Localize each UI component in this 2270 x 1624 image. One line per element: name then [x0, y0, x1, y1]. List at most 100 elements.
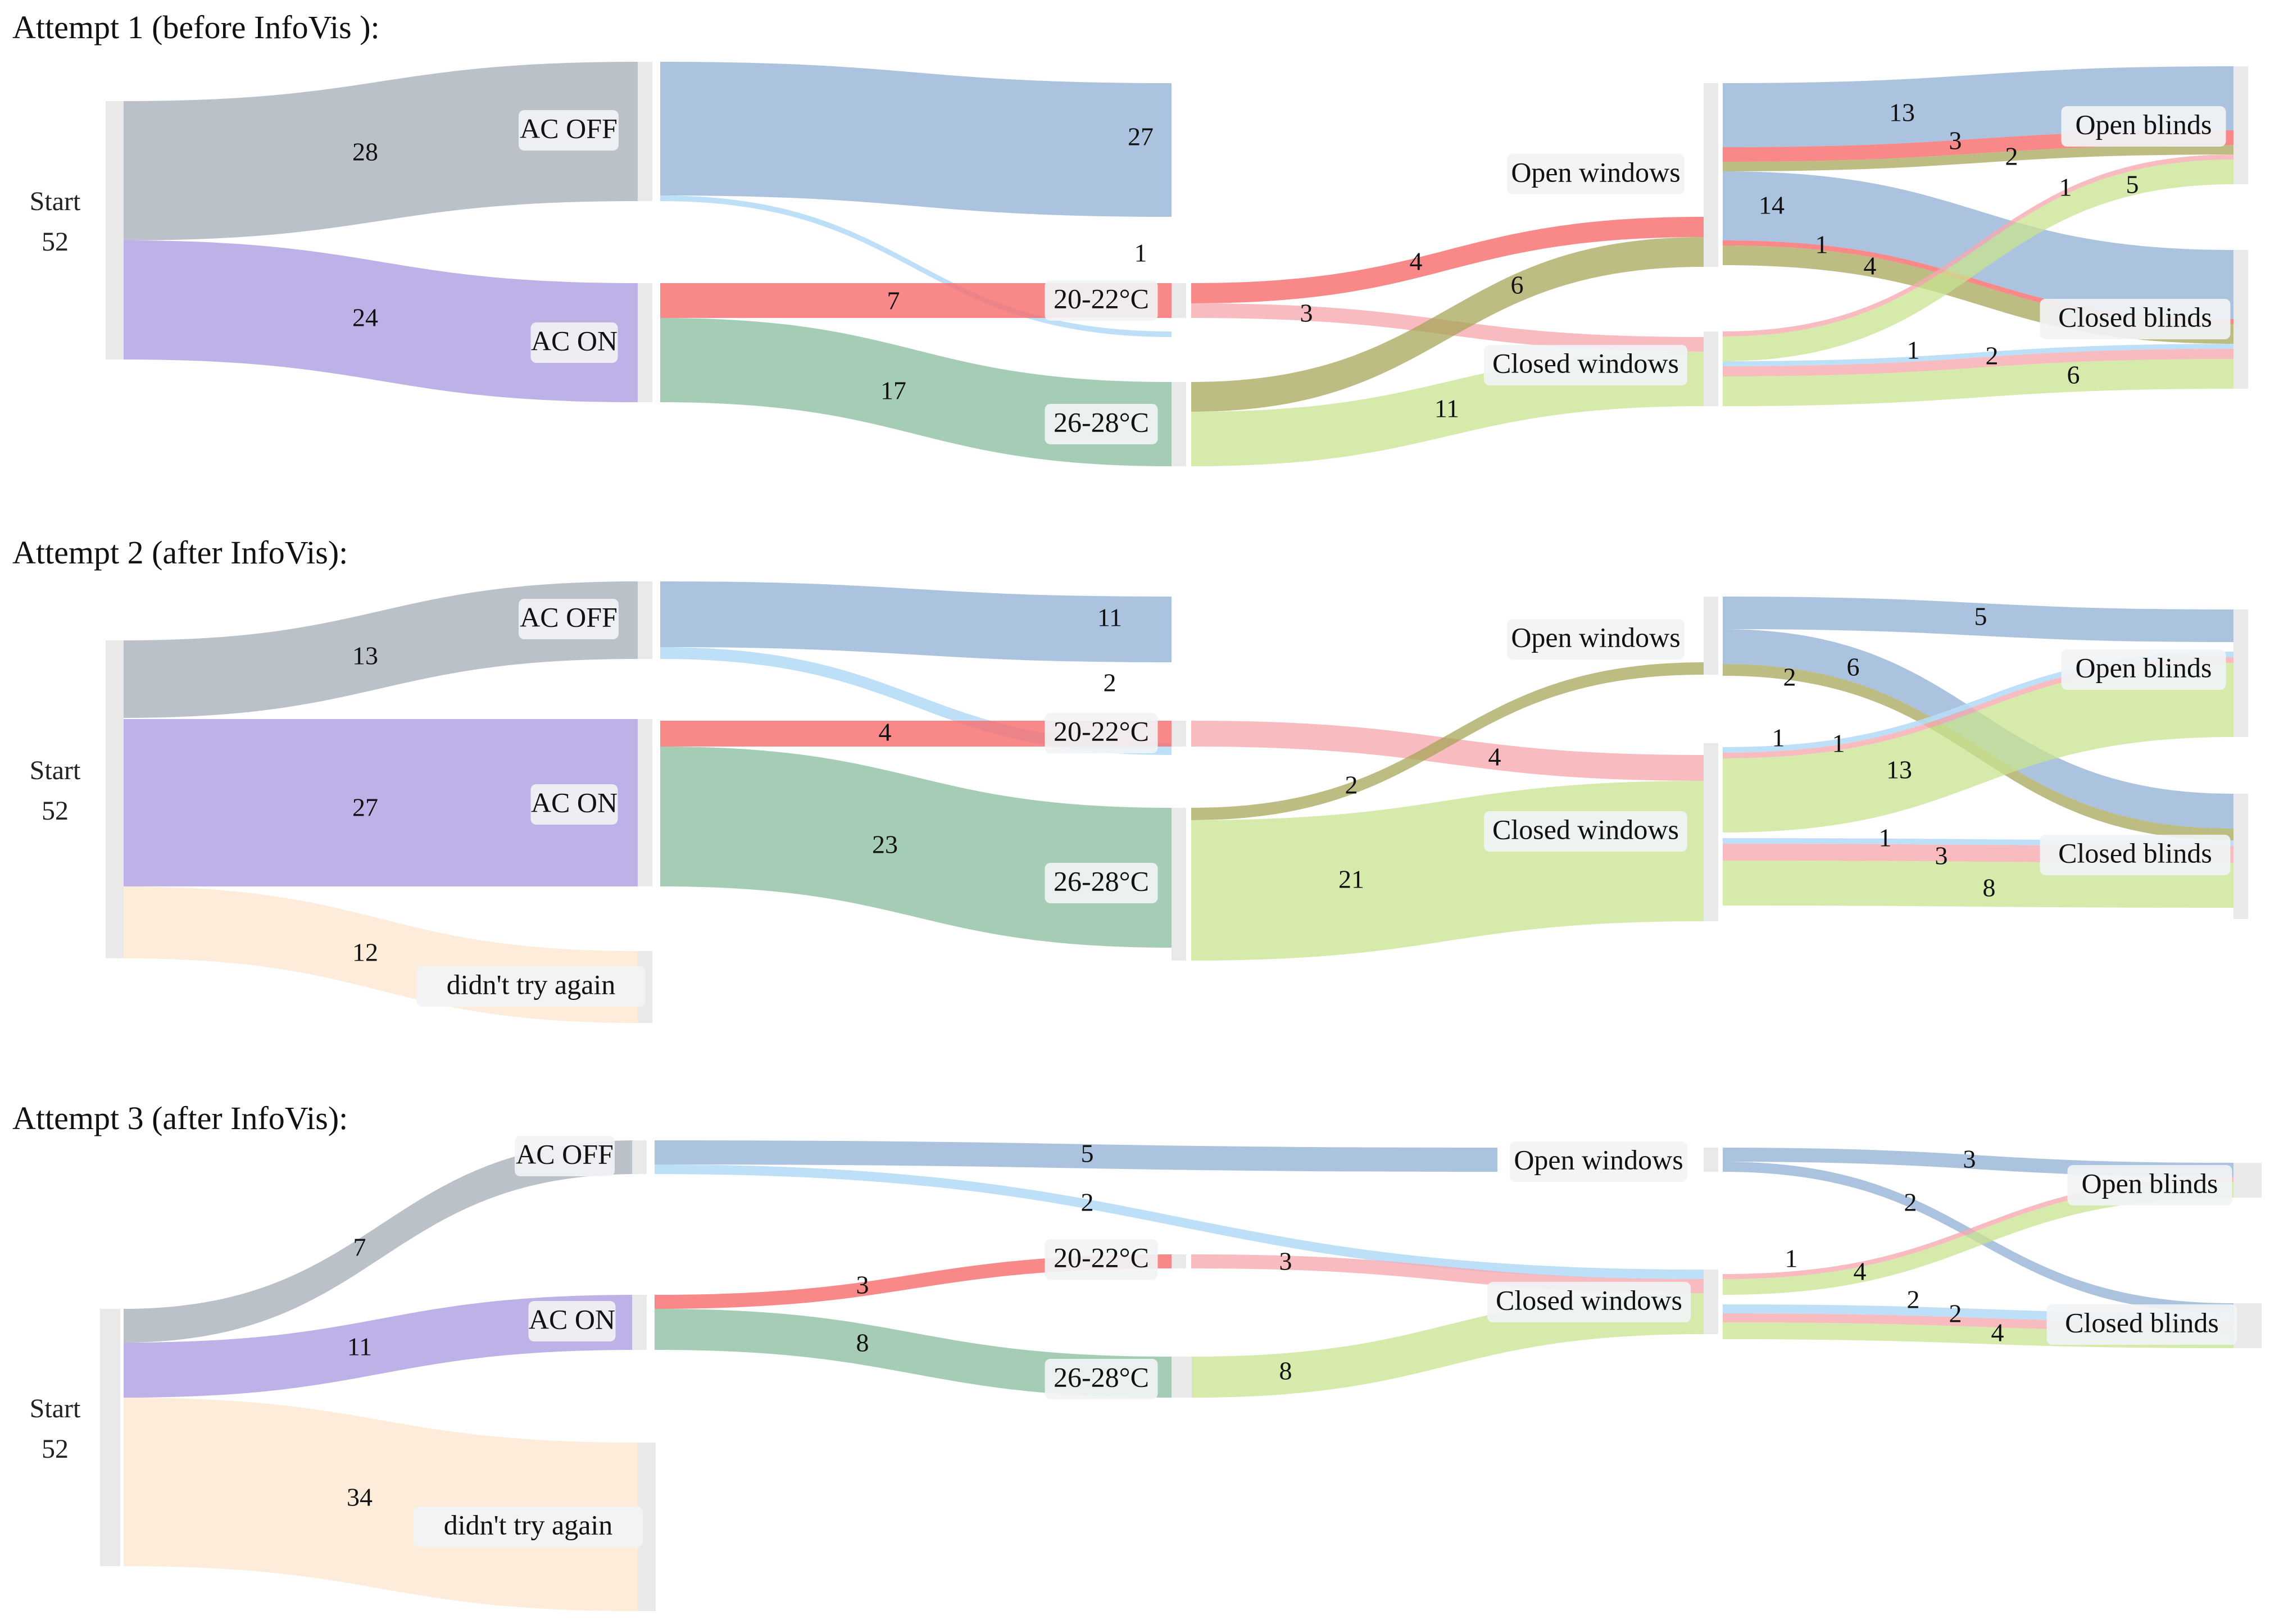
- flow-label-cw-closed-blinds-2b: 2: [1949, 1299, 1962, 1328]
- node-label-ac-off-bg: [519, 110, 619, 151]
- node-label-closed-windows: Closed windows: [1492, 813, 1679, 845]
- flow-start-ac-on: [124, 1295, 638, 1398]
- node-label-20-22: 20-22°C: [1054, 283, 1149, 314]
- node-closed-blinds: [2233, 1303, 2262, 1348]
- flow-label-cw-closed-blinds-2a: 2: [1907, 1285, 1920, 1314]
- node-label-didnt-bg: [414, 1507, 643, 1547]
- flow-label-cw-closed-blinds-4: 4: [1991, 1318, 2004, 1347]
- node-label-closed-blinds-bg: [2046, 1304, 2237, 1345]
- flow-label-acon-26-28: 23: [872, 830, 898, 859]
- flow-label-ow-open-blinds-5: 5: [1974, 602, 1987, 631]
- flow-acon-20-22: [655, 1254, 1172, 1309]
- flow-cw-open-blinds-red: [1723, 657, 2233, 758]
- flow-cw-closed-blinds-red: [1723, 349, 2233, 376]
- node-label-closed-blinds-bg: [2040, 299, 2231, 339]
- flow-label-ow-closed-blinds-2: 2: [1904, 1188, 1917, 1217]
- flow-label-acoff-open-windows: 5: [1081, 1139, 1094, 1168]
- flow-label-20-22-open-windows: 4: [1410, 247, 1423, 276]
- node-label-26-28: 26-28°C: [1054, 406, 1149, 438]
- flow-label-ow-open-blinds-3: 3: [1949, 126, 1962, 155]
- flow-label-start-ac-on: 24: [352, 303, 378, 332]
- flow-label-start-ac-on: 11: [347, 1332, 372, 1361]
- start-count: 52: [42, 227, 69, 257]
- node-label-open-windows-bg: [1507, 154, 1685, 194]
- node-open-blinds: [2233, 1163, 2262, 1198]
- flow-label-acon-20-22: 3: [856, 1271, 869, 1299]
- flow-cw-closed-blinds-blue: [1723, 344, 2233, 366]
- node-open-blinds: [2233, 609, 2248, 737]
- node-label-open-blinds-bg: [2067, 1165, 2232, 1206]
- flow-label-26-28-closed-windows: 8: [1279, 1357, 1292, 1385]
- flow-ow-open-blinds-blue: [1723, 597, 2233, 642]
- node-label-ac-off-bg: [519, 599, 619, 639]
- flow-ow-open-blinds-olive: [1723, 145, 2233, 171]
- flow-label-start-ac-on: 27: [352, 793, 378, 822]
- flow-label-cw-closed-blinds-2: 2: [1986, 342, 1999, 370]
- flow-label-acoff-open-windows: 11: [1097, 603, 1122, 632]
- node-label-20-22: 20-22°C: [1054, 715, 1149, 747]
- flow-label-ow-closed-blinds-6: 6: [1847, 653, 1860, 681]
- node-label-26-28-bg: [1045, 1359, 1158, 1399]
- attempt-1-title: Attempt 1 (before InfoVis ):: [12, 9, 380, 46]
- flow-label-20-22-closed-windows: 3: [1300, 299, 1313, 327]
- node-open-blinds: [2233, 66, 2248, 184]
- flow-label-acoff-closed-windows: 1: [1134, 239, 1147, 267]
- flow-cw-open-blinds-green: [1723, 663, 2233, 833]
- flow-acoff-open-windows: [655, 1140, 1497, 1172]
- flow-label-ow-open-blinds-2: 2: [2005, 142, 2018, 171]
- node-start: [106, 640, 124, 958]
- flow-label-acoff-closed-windows: 2: [1081, 1188, 1094, 1217]
- node-label-open-windows: Open windows: [1514, 1144, 1683, 1175]
- node-label-ac-on: AC ON: [531, 786, 618, 818]
- node-label-closed-windows-bg: [1484, 811, 1687, 852]
- node-label-open-blinds-bg: [2061, 106, 2226, 147]
- node-label-closed-windows-bg: [1484, 345, 1687, 385]
- node-label-ac-on-bg: [530, 322, 618, 363]
- node-label-ac-on: AC ON: [531, 325, 618, 356]
- node-label-didnt: didn't try again: [444, 1509, 613, 1540]
- node-label-ac-off: AC OFF: [520, 601, 618, 633]
- node-label-ac-on-bg: [530, 784, 618, 825]
- node-label-ac-off: AC OFF: [516, 1138, 614, 1170]
- node-label-ac-off: AC OFF: [520, 112, 618, 144]
- flow-acoff-closed-windows: [660, 647, 1172, 755]
- flow-cw-open-blinds-green: [1723, 1182, 2233, 1295]
- flow-label-acoff-open-windows: 27: [1128, 122, 1154, 151]
- node-label-26-28: 26-28°C: [1054, 1361, 1149, 1393]
- attempt-2-title: Attempt 2 (after InfoVis):: [12, 534, 348, 571]
- flow-label-ow-closed-blinds-2: 2: [1783, 663, 1796, 692]
- node-closed-blinds: [2233, 794, 2248, 919]
- flow-26-28-open-windows: [1191, 237, 1704, 412]
- flow-label-cw-closed-blinds-3: 3: [1935, 841, 1948, 870]
- flow-acoff-closed-windows: [660, 195, 1172, 337]
- flow-acon-26-28: [660, 747, 1172, 948]
- flow-label-start-didnt: 34: [347, 1483, 373, 1512]
- flow-cw-closed-blinds-green: [1723, 359, 2233, 406]
- node-label-26-28-bg: [1045, 404, 1158, 444]
- flow-label-acon-26-28: 8: [856, 1329, 869, 1357]
- flow-label-start-ac-off: 28: [352, 138, 378, 166]
- flow-acon-26-28: [655, 1309, 1172, 1398]
- node-open-windows: [1704, 1148, 1718, 1172]
- flow-label-cw-open-blinds-1b: 1: [1832, 729, 1845, 758]
- node-label-ac-on-bg: [528, 1301, 616, 1341]
- flow-label-26-28-open-windows: 6: [1511, 271, 1524, 299]
- flow-acoff-open-windows: [660, 62, 1172, 217]
- flow-cw-open-blinds-red: [1723, 154, 2233, 336]
- flow-label-acon-20-22: 4: [879, 718, 892, 747]
- node-20-22: [1172, 283, 1186, 318]
- node-ac-on: [632, 1295, 647, 1350]
- flow-label-26-28-closed-windows: 11: [1434, 394, 1459, 423]
- node-label-closed-windows: Closed windows: [1496, 1284, 1682, 1316]
- node-closed-windows: [1704, 1270, 1718, 1334]
- node-label-closed-blinds: Closed blinds: [2058, 837, 2212, 868]
- node-label-didnt-bg: [416, 966, 646, 1007]
- attempt-3-chart: Attempt 3 (after InfoVis):71134523838321…: [12, 1100, 2262, 1611]
- flow-start-ac-off: [124, 1140, 638, 1343]
- flow-cw-open-blinds-green: [1723, 160, 2233, 361]
- flow-cw-open-blinds-blue: [1723, 652, 2233, 753]
- flow-start-ac-off: [124, 62, 638, 240]
- start-count: 52: [42, 1434, 69, 1464]
- flow-label-cw-open-blinds-13: 13: [1886, 756, 1912, 784]
